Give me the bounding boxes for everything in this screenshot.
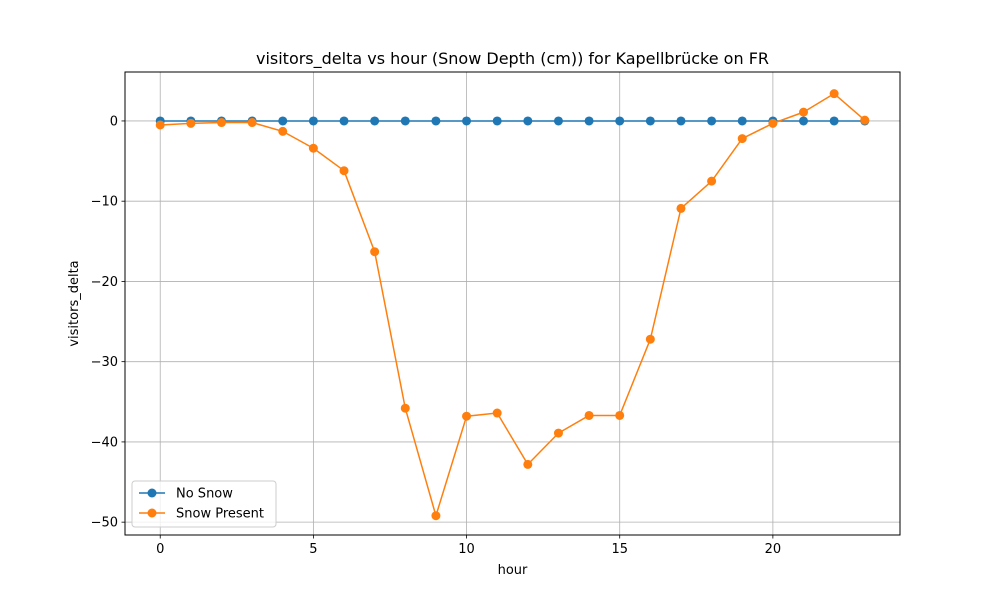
- y-tick-label: −20: [91, 275, 118, 290]
- data-point-snow-present: [462, 411, 472, 421]
- data-point-snow-present: [339, 166, 349, 176]
- data-point-no-snow: [308, 116, 318, 126]
- legend-label-no-snow: No Snow: [176, 487, 233, 502]
- data-point-snow-present: [860, 115, 870, 125]
- data-point-snow-present: [247, 118, 257, 128]
- data-point-no-snow: [615, 116, 625, 126]
- y-tick-label: −50: [91, 516, 118, 531]
- data-point-no-snow: [707, 116, 717, 126]
- data-point-no-snow: [523, 116, 533, 126]
- grid-lines: [125, 72, 900, 535]
- series-layer: [155, 89, 870, 521]
- data-point-no-snow: [737, 116, 747, 126]
- x-tick-label: 10: [458, 542, 475, 557]
- y-tick-label: 0: [110, 114, 118, 129]
- data-point-snow-present: [799, 107, 809, 117]
- legend-marker-no-snow: [147, 488, 157, 498]
- data-point-snow-present: [707, 176, 717, 186]
- data-point-snow-present: [370, 247, 380, 257]
- data-point-snow-present: [645, 334, 655, 344]
- data-point-no-snow: [400, 116, 410, 126]
- data-point-snow-present: [676, 203, 686, 213]
- data-point-no-snow: [829, 116, 839, 126]
- chart-title: visitors_delta vs hour (Snow Depth (cm))…: [256, 49, 769, 69]
- x-axis-label: hour: [498, 563, 528, 578]
- data-point-snow-present: [737, 134, 747, 144]
- data-point-snow-present: [155, 120, 165, 130]
- data-point-no-snow: [553, 116, 563, 126]
- data-point-snow-present: [584, 410, 594, 420]
- data-point-no-snow: [676, 116, 686, 126]
- y-tick-label: −30: [91, 355, 118, 370]
- x-tick-label: 0: [156, 542, 164, 557]
- data-point-snow-present: [400, 403, 410, 413]
- data-point-snow-present: [216, 118, 226, 128]
- data-point-no-snow: [431, 116, 441, 126]
- x-tick-label: 20: [765, 542, 782, 557]
- data-point-no-snow: [799, 116, 809, 126]
- tick-layer: 0 5 10 15 20 0 −10 −20 −30 −40 −50: [91, 114, 782, 557]
- data-point-no-snow: [370, 116, 380, 126]
- data-point-no-snow: [339, 116, 349, 126]
- series-line-snow-present: [160, 92, 866, 517]
- y-axis-label: visitors_delta: [67, 260, 82, 346]
- data-point-snow-present: [186, 118, 196, 128]
- data-point-no-snow: [462, 116, 472, 126]
- x-tick-label: 15: [611, 542, 628, 557]
- data-point-snow-present: [615, 410, 625, 420]
- x-tick-label: 5: [309, 542, 317, 557]
- plot-frame: [124, 71, 901, 536]
- data-point-snow-present: [431, 511, 441, 521]
- y-tick-label: −40: [91, 435, 118, 450]
- data-point-snow-present: [278, 126, 288, 136]
- data-point-snow-present: [768, 118, 778, 128]
- data-point-no-snow: [584, 116, 594, 126]
- legend-frame: [131, 480, 277, 528]
- y-tick-label: −10: [91, 195, 118, 210]
- legend-marker-snow-present: [147, 508, 157, 518]
- data-point-snow-present: [523, 459, 533, 469]
- data-point-snow-present: [308, 143, 318, 153]
- data-point-snow-present: [829, 89, 839, 99]
- legend: No Snow Snow Present: [131, 480, 277, 528]
- data-point-snow-present: [553, 428, 563, 438]
- data-point-no-snow: [492, 116, 502, 126]
- data-point-no-snow: [278, 116, 288, 126]
- legend-label-snow-present: Snow Present: [176, 507, 264, 522]
- data-point-no-snow: [645, 116, 655, 126]
- data-point-snow-present: [492, 408, 502, 418]
